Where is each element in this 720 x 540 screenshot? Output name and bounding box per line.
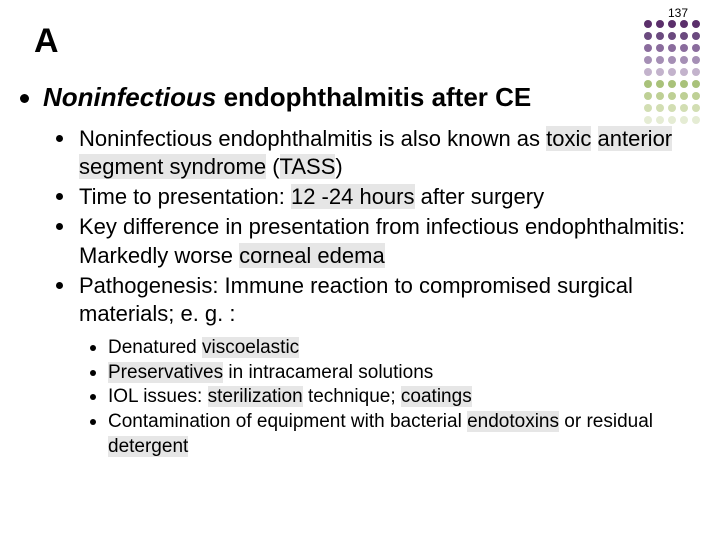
list-item: Pathogenesis: Immune reaction to comprom… [48, 272, 700, 328]
text-segment: Contamination of equipment with bacteria… [108, 411, 467, 432]
section-heading: Noninfectious endophthalmitis after CE [43, 82, 531, 113]
bullet-icon [20, 94, 29, 103]
dot-icon [668, 32, 676, 40]
dot-icon [644, 56, 652, 64]
dot-icon [692, 56, 700, 64]
dot-icon [656, 68, 664, 76]
dot-icon [668, 68, 676, 76]
highlighted-text: corneal edema [239, 243, 385, 268]
dot-icon [668, 44, 676, 52]
level2-list: Noninfectious endophthalmitis is also kn… [48, 125, 700, 328]
text-line: Contamination of equipment with bacteria… [108, 410, 700, 459]
heading-row: Noninfectious endophthalmitis after CE [20, 82, 700, 113]
bullet-icon [56, 135, 63, 142]
level3-list: Denatured viscoelasticPreservatives in i… [82, 336, 700, 459]
page-number: 137 [668, 6, 688, 20]
text-segment: or residual [559, 411, 653, 432]
dot-icon [680, 32, 688, 40]
dot-icon [680, 20, 688, 28]
dot-icon [692, 32, 700, 40]
highlighted-text: 12 -24 hours [291, 184, 415, 209]
heading-italic: Noninfectious [43, 82, 216, 112]
text-segment: ) [335, 154, 342, 179]
text-segment: Time to presentation: [79, 184, 291, 209]
list-item: Noninfectious endophthalmitis is also kn… [48, 125, 700, 181]
text-segment: Denatured [108, 337, 202, 358]
slide-content: Noninfectious endophthalmitis after CE N… [20, 82, 700, 460]
list-item: Contamination of equipment with bacteria… [82, 410, 700, 459]
text-line: Preservatives in intracameral solutions [108, 361, 700, 386]
text-line: Pathogenesis: Immune reaction to comprom… [79, 272, 700, 328]
list-item: Denatured viscoelastic [82, 336, 700, 361]
list-item: IOL issues: sterilization technique; coa… [82, 385, 700, 410]
dot-icon [644, 20, 652, 28]
bullet-icon [90, 370, 96, 376]
highlighted-text: toxic [546, 126, 591, 151]
dot-icon [680, 68, 688, 76]
text-line: IOL issues: sterilization technique; coa… [108, 385, 700, 410]
dot-icon [668, 20, 676, 28]
bullet-icon [90, 419, 96, 425]
text-segment: Pathogenesis: Immune reaction to comprom… [79, 273, 633, 326]
text-line: Key difference in presentation from infe… [79, 213, 700, 269]
text-line: Denatured viscoelastic [108, 336, 700, 361]
dot-icon [656, 32, 664, 40]
dot-icon [656, 20, 664, 28]
bullet-icon [56, 193, 63, 200]
dot-icon [680, 56, 688, 64]
text-segment [591, 126, 597, 151]
list-item: Key difference in presentation from infe… [48, 213, 700, 269]
dot-icon [680, 44, 688, 52]
bullet-icon [90, 345, 96, 351]
text-line: Noninfectious endophthalmitis is also kn… [79, 125, 700, 181]
text-line: Time to presentation: 12 -24 hours after… [79, 183, 700, 211]
slide-title: A [34, 22, 59, 61]
dot-icon [692, 20, 700, 28]
dot-icon [644, 32, 652, 40]
dot-icon [656, 56, 664, 64]
bullet-icon [90, 394, 96, 400]
list-item: Preservatives in intracameral solutions [82, 361, 700, 386]
text-segment: Noninfectious endophthalmitis is also kn… [79, 126, 546, 151]
list-item: Time to presentation: 12 -24 hours after… [48, 183, 700, 211]
dot-icon [656, 44, 664, 52]
bullet-icon [56, 223, 63, 230]
dot-icon [644, 44, 652, 52]
text-segment: technique; [303, 386, 401, 407]
highlighted-text: Preservatives [108, 362, 223, 383]
highlighted-text: viscoelastic [202, 337, 299, 358]
highlighted-text: sterilization [208, 386, 303, 407]
text-segment: after surgery [415, 184, 545, 209]
dot-icon [692, 44, 700, 52]
text-segment: IOL issues: [108, 386, 208, 407]
dot-icon [692, 68, 700, 76]
highlighted-text: TASS [280, 154, 336, 179]
text-segment: in intracameral solutions [223, 362, 433, 383]
bullet-icon [56, 282, 63, 289]
dot-icon [644, 68, 652, 76]
highlighted-text: endotoxins [467, 411, 559, 432]
dot-icon [668, 56, 676, 64]
text-segment: ( [266, 154, 279, 179]
highlighted-text: detergent [108, 436, 188, 457]
highlighted-text: coatings [401, 386, 472, 407]
heading-rest: endophthalmitis after CE [216, 82, 531, 112]
